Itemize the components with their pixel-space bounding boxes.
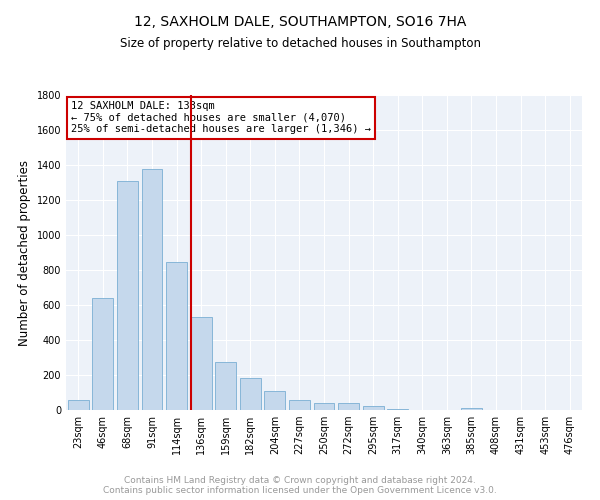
Bar	[265, 391, 286, 410]
Bar	[362, 406, 383, 410]
Bar	[142, 168, 163, 410]
Bar	[166, 262, 187, 410]
Bar	[461, 408, 482, 410]
Text: Size of property relative to detached houses in Southampton: Size of property relative to detached ho…	[119, 38, 481, 51]
Bar	[117, 180, 138, 410]
Bar	[215, 362, 236, 410]
Y-axis label: Number of detached properties: Number of detached properties	[18, 160, 31, 346]
Bar	[191, 318, 212, 410]
Bar	[240, 378, 261, 410]
Bar	[338, 404, 359, 410]
Bar	[314, 403, 334, 410]
Bar	[92, 298, 113, 410]
Text: 12 SAXHOLM DALE: 133sqm
← 75% of detached houses are smaller (4,070)
25% of semi: 12 SAXHOLM DALE: 133sqm ← 75% of detache…	[71, 102, 371, 134]
Bar	[68, 400, 89, 410]
Bar	[387, 408, 408, 410]
Text: 12, SAXHOLM DALE, SOUTHAMPTON, SO16 7HA: 12, SAXHOLM DALE, SOUTHAMPTON, SO16 7HA	[134, 15, 466, 29]
Bar	[289, 400, 310, 410]
Text: Contains HM Land Registry data © Crown copyright and database right 2024.
Contai: Contains HM Land Registry data © Crown c…	[103, 476, 497, 495]
